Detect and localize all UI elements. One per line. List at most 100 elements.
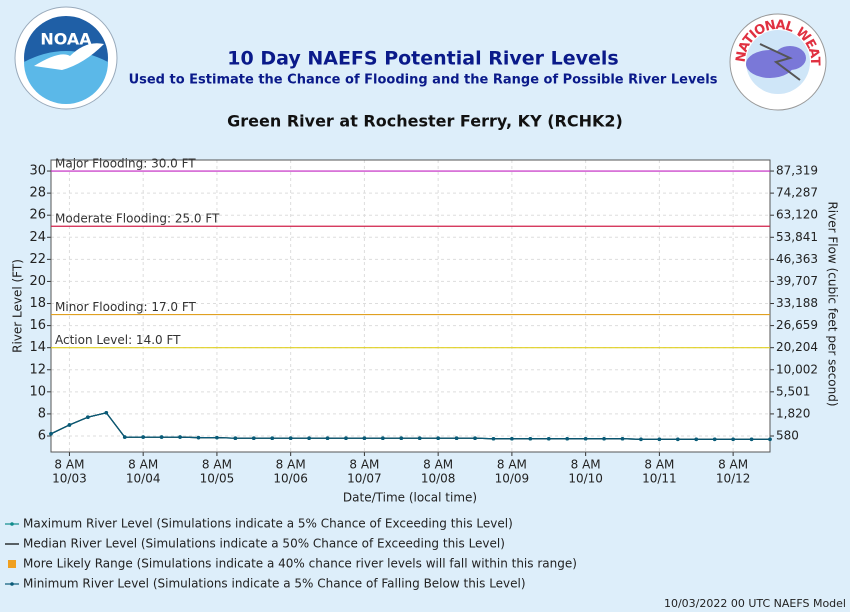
y-tick-label: 28 [29,186,46,201]
point [399,436,404,441]
threshold-label: Minor Flooding: 17.0 FT [55,300,197,314]
point [344,436,348,441]
y2-tick-label: 87,319 [776,164,818,178]
point [768,437,772,442]
point [602,436,606,441]
point [657,437,662,442]
point [583,436,588,441]
point [510,436,514,441]
y2-axis-label: River Flow (cubic feet per second) [826,201,840,406]
legend-marker [10,582,14,586]
x-tick-label: 10/07 [347,472,382,486]
x-tick-label: 10/06 [273,472,308,486]
y-tick-label: 12 [29,362,46,377]
legend-label: Maximum River Level (Simulations indicat… [23,517,513,531]
x-tick-label: 10/03 [52,472,87,486]
point [122,435,127,439]
legend-label: Minimum River Level (Simulations indicat… [23,577,526,591]
point [104,411,109,415]
y-tick-label: 30 [29,164,46,179]
legend-label: More Likely Range (Simulations indicate … [23,557,577,571]
y2-tick-label: 46,363 [776,252,818,266]
x-tick-label: 8 AM [202,458,232,472]
y2-tick-label: 580 [776,428,799,442]
station-title: Green River at Rochester Ferry, KY (RCHK… [227,112,623,131]
y-tick-label: 14 [29,340,46,355]
x-tick-label: 8 AM [128,458,158,472]
point [546,436,551,441]
point [86,415,90,420]
y-tick-label: 6 [38,428,46,443]
point [417,436,422,441]
point [141,435,145,439]
point [233,436,238,441]
threshold-label: Action Level: 14.0 FT [55,333,181,347]
y-tick-label: 26 [29,208,46,223]
footer: 10/03/2022 00 UTC NAEFS Model [664,597,846,610]
point [196,435,201,440]
y2-tick-label: 26,659 [776,318,818,332]
point [528,436,533,441]
point [454,436,459,441]
x-tick-label: 8 AM [349,458,379,472]
y-tick-label: 8 [38,406,46,421]
point [288,436,293,441]
legend-marker [10,522,14,526]
point [381,436,385,441]
point [49,431,53,436]
x-tick-label: 8 AM [644,458,674,472]
point [362,436,367,441]
point [473,436,477,441]
point [270,436,275,441]
point [215,435,219,440]
y2-tick-label: 39,707 [776,274,818,288]
point [307,436,311,441]
point [620,436,625,441]
x-tick-label: 8 AM [54,458,84,472]
y-axis-label: River Level (FT) [11,259,25,353]
point [178,435,182,439]
plot-frame [50,159,771,453]
x-tick-label: 10/08 [421,472,456,486]
noaa-logo: NOAA [14,6,118,110]
y-tick-label: 10 [29,384,46,399]
x-tick-label: 10/05 [200,472,235,486]
noaa-text: NOAA [40,30,92,49]
chart-title: 10 Day NAEFS Potential River Levels [227,48,618,70]
point [565,436,570,441]
point [731,437,735,442]
x-tick-label: 8 AM [276,458,306,472]
y-tick-label: 20 [29,274,46,289]
y2-tick-label: 10,002 [776,362,818,376]
point [67,423,72,427]
x-tick-label: 10/04 [126,472,161,486]
point [436,436,440,441]
point [491,436,496,441]
point [251,436,256,441]
point [639,437,643,442]
plot-area [51,160,770,452]
chart-subtitle: Used to Estimate the Chance of Flooding … [129,73,718,88]
x-tick-label: 10/10 [568,472,603,486]
threshold-label: Major Flooding: 30.0 FT [55,157,196,171]
y2-tick-label: 20,204 [776,340,818,354]
x-tick-label: 10/12 [716,472,751,486]
y2-tick-label: 53,841 [776,230,818,244]
legend-swatch [8,560,16,568]
y2-tick-label: 33,188 [776,296,818,310]
point [749,437,754,442]
y2-tick-label: 1,820 [776,406,810,420]
y-tick-label: 16 [29,318,46,333]
y-tick-label: 24 [29,230,46,245]
point [676,437,680,442]
y-tick-label: 22 [29,252,46,267]
point [159,435,164,439]
point [325,436,330,441]
x-tick-label: 10/11 [642,472,677,486]
y-tick-label: 18 [29,296,46,311]
y2-tick-label: 5,501 [776,384,810,398]
x-axis-label: Date/Time (local time) [343,491,477,505]
x-tick-label: 10/09 [495,472,530,486]
series-line [50,412,770,440]
legend-label: Median River Level (Simulations indicate… [23,537,505,551]
